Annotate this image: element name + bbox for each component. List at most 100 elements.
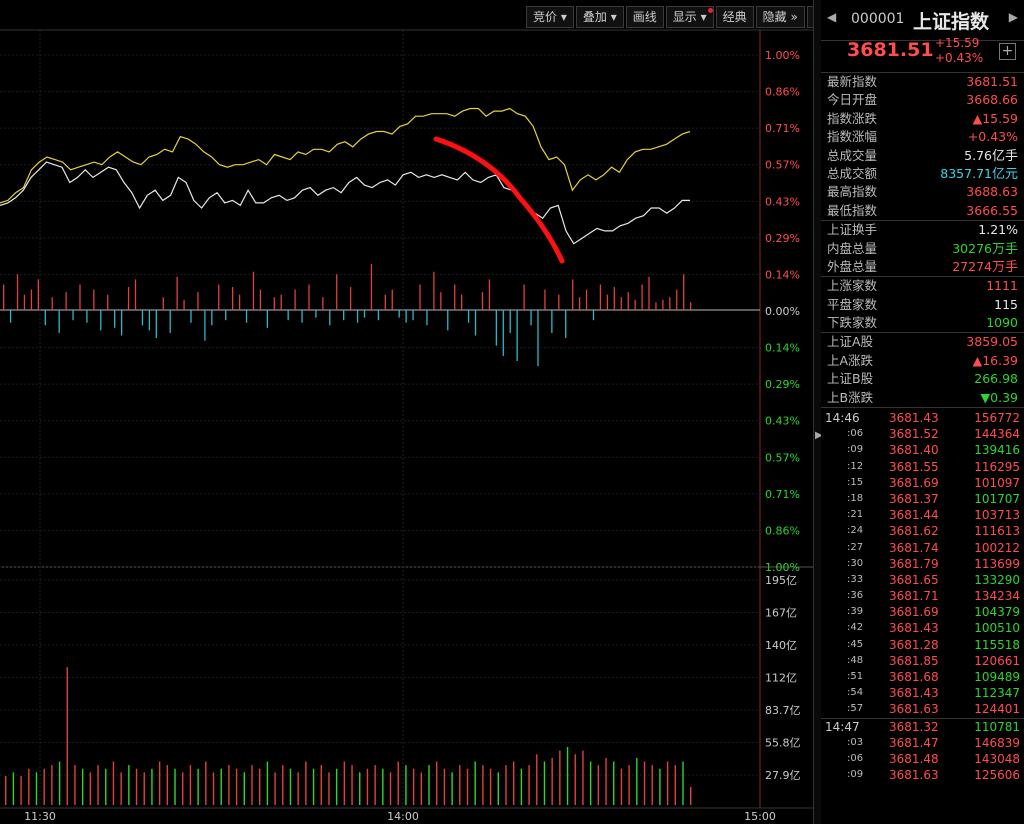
up-bar (176, 276, 178, 310)
down-bar (412, 310, 414, 321)
stat-label: 最高指数 (827, 184, 878, 200)
next-security-icon[interactable]: ▶ (1008, 10, 1018, 24)
stat-row: 最低指数 3666.55 (821, 202, 1024, 220)
tick-price: 3681.63 (889, 702, 939, 717)
volume-bar (666, 761, 669, 805)
volume-bar (674, 765, 677, 805)
volume-bar (589, 761, 592, 805)
volume-bar (682, 761, 684, 805)
volume-bar (528, 765, 530, 805)
volume-axis-label: 27.9亿 (765, 769, 801, 782)
pct-axis-label: 0.57% (765, 159, 800, 172)
display-button[interactable]: 显示 ▾ (665, 6, 714, 28)
tick-row: :57 3681.63 124401 (821, 701, 1024, 717)
volume-bar (328, 772, 330, 805)
down-bar (148, 310, 151, 331)
down-bar (315, 310, 317, 318)
volume-bar (405, 765, 407, 805)
tick-time: :51 (847, 671, 864, 683)
tick-row: :06 3681.52 144364 (821, 426, 1024, 442)
tick-time: :09 (847, 769, 864, 781)
pct-axis-label: 0.57% (765, 451, 800, 464)
up-bar (683, 274, 685, 310)
volume-bar (258, 768, 261, 805)
up-bar (238, 294, 241, 310)
tick-time: :18 (847, 492, 864, 504)
draw-line-button[interactable]: 画线 (625, 6, 664, 28)
tick-volume: 144364 (974, 427, 1020, 442)
tick-price: 3681.32 (889, 719, 939, 734)
tick-row: :06 3681.48 143048 (821, 751, 1024, 767)
volume-bar (559, 750, 561, 805)
down-bar (474, 310, 477, 336)
intraday-chart[interactable]: 1.00% 0.86% 0.71% 0.57% 0.43% 0.29% 0.14% 0.00%… (0, 0, 820, 824)
stat-value: +0.43% (967, 129, 1018, 145)
down-bar (377, 310, 380, 321)
stat-row: 上涨家数 1111 (821, 276, 1024, 295)
tick-price: 3681.85 (889, 653, 939, 668)
tick-volume: 143048 (974, 751, 1020, 766)
stat-value: 3688.63 (966, 184, 1018, 200)
stat-label: 今日开盘 (827, 92, 878, 108)
add-watchlist-icon[interactable]: + (999, 43, 1016, 60)
hide-button[interactable]: 隐藏 » (755, 6, 805, 28)
tick-price: 3681.37 (889, 491, 939, 506)
tick-row: :15 3681.69 101097 (821, 475, 1024, 491)
tick-time: :57 (847, 703, 864, 715)
tick-volume: 112347 (974, 686, 1020, 701)
stat-value: 1111 (986, 278, 1018, 294)
volume-bar (651, 765, 653, 805)
average-price-line (0, 161, 690, 245)
volume-bar (35, 772, 38, 805)
tick-volume: 134234 (974, 589, 1020, 604)
pct-axis-label: 0.43% (765, 195, 800, 208)
tick-time: :48 (847, 654, 864, 666)
volume-bar (228, 765, 230, 805)
up-bar (648, 276, 650, 310)
tick-time: :06 (847, 428, 864, 440)
down-bar (100, 310, 102, 331)
tick-list[interactable]: 14:46 3681.43 156772:06 3681.52 144364:09 368… (821, 407, 1024, 783)
up-bar (259, 289, 262, 310)
overlay-button[interactable]: 叠加 ▾ (575, 6, 624, 28)
security-code: 000001 (851, 11, 905, 27)
volume-bar (289, 768, 292, 805)
down-bar (329, 310, 331, 326)
volume-bar (428, 765, 430, 805)
up-bar (23, 294, 26, 310)
tick-price: 3681.71 (889, 589, 939, 604)
stat-value: 27274万手 (952, 258, 1018, 275)
down-bar (245, 310, 248, 323)
tick-volume: 120661 (974, 653, 1020, 668)
index-price-line (0, 107, 691, 204)
volume-bar (451, 772, 453, 805)
prev-security-icon[interactable]: ◀ (827, 10, 837, 24)
tick-time: :21 (847, 509, 864, 521)
stat-row: 外盘总量 27274万手 (821, 258, 1024, 276)
up-bar (585, 289, 588, 310)
volume-axis-label: 140亿 (765, 639, 797, 652)
stat-label: 外盘总量 (827, 258, 878, 274)
down-bar (190, 310, 192, 323)
stat-row: 总成交量 5.76亿手 (821, 147, 1024, 165)
volume-bar (89, 772, 92, 805)
tick-row: :21 3681.44 103713 (821, 507, 1024, 523)
stat-label: 上证换手 (827, 222, 878, 238)
tick-volume: 110781 (974, 719, 1020, 734)
stat-row: 平盘家数 115 (821, 296, 1024, 314)
tick-row: :54 3681.43 112347 (821, 685, 1024, 701)
down-bar (204, 310, 206, 341)
classic-button[interactable]: 经典 (715, 6, 754, 28)
up-bar (669, 297, 671, 310)
volume-bar (174, 768, 176, 805)
volume-bar (636, 757, 638, 805)
volume-bar (158, 761, 161, 805)
up-bar (544, 289, 546, 310)
tick-row: :48 3681.85 120661 (821, 653, 1024, 669)
volume-bar (536, 754, 538, 805)
tick-volume: 100212 (974, 540, 1020, 555)
volume-bar (497, 772, 499, 805)
last-price: 3681.51 (847, 39, 934, 61)
tick-volume: 116295 (974, 459, 1020, 474)
auction-button[interactable]: 竞价 ▾ (526, 6, 574, 28)
